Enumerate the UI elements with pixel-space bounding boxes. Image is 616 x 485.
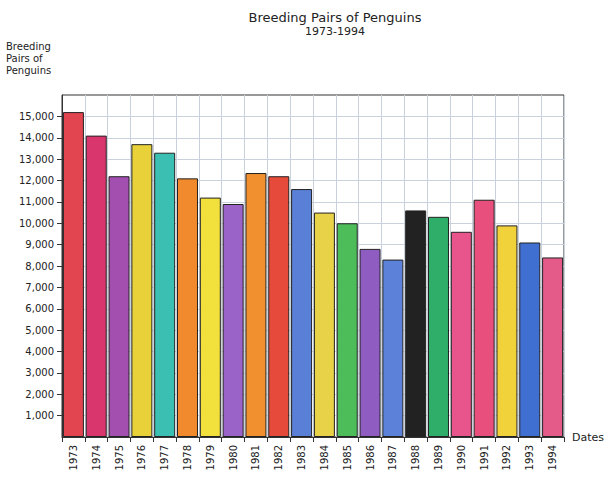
svg-text:1987: 1987 (387, 445, 398, 470)
svg-text:11,000: 11,000 (19, 196, 54, 207)
svg-text:10,000: 10,000 (19, 218, 54, 229)
svg-text:1992: 1992 (501, 445, 512, 470)
svg-text:5,000: 5,000 (25, 325, 54, 336)
svg-text:15,000: 15,000 (19, 111, 54, 122)
svg-text:14,000: 14,000 (19, 132, 54, 143)
svg-text:8,000: 8,000 (25, 261, 54, 272)
svg-text:Pairs of: Pairs of (6, 53, 43, 64)
svg-text:1985: 1985 (342, 445, 353, 470)
svg-text:1986: 1986 (365, 445, 376, 470)
svg-text:6,000: 6,000 (25, 303, 54, 314)
svg-text:2,000: 2,000 (25, 389, 54, 400)
svg-text:Dates: Dates (572, 431, 604, 444)
svg-text:1983: 1983 (296, 445, 307, 470)
svg-text:1982: 1982 (273, 445, 284, 470)
svg-text:1,000: 1,000 (25, 410, 54, 421)
svg-text:3,000: 3,000 (25, 367, 54, 378)
svg-text:1977: 1977 (159, 445, 170, 470)
svg-text:1993: 1993 (524, 445, 535, 470)
svg-text:1984: 1984 (319, 445, 330, 470)
svg-text:13,000: 13,000 (19, 154, 54, 165)
svg-text:1979: 1979 (205, 445, 216, 470)
svg-text:4,000: 4,000 (25, 346, 54, 357)
svg-text:1981: 1981 (250, 445, 261, 470)
svg-text:1976: 1976 (136, 445, 147, 470)
svg-text:Penguins: Penguins (6, 65, 51, 76)
svg-text:1973: 1973 (68, 445, 79, 470)
svg-text:1974: 1974 (91, 445, 102, 470)
svg-text:1990: 1990 (456, 445, 467, 470)
svg-text:1980: 1980 (228, 445, 239, 470)
svg-text:1975: 1975 (114, 445, 125, 470)
svg-text:1988: 1988 (410, 445, 421, 470)
svg-text:12,000: 12,000 (19, 175, 54, 186)
svg-text:9,000: 9,000 (25, 239, 54, 250)
svg-text:1994: 1994 (547, 445, 558, 470)
svg-text:1973-1994: 1973-1994 (305, 25, 365, 38)
svg-text:Breeding: Breeding (6, 41, 51, 52)
svg-text:1991: 1991 (479, 445, 490, 470)
svg-text:Breeding Pairs of Penguins: Breeding Pairs of Penguins (249, 10, 422, 25)
svg-text:1978: 1978 (182, 445, 193, 470)
svg-text:7,000: 7,000 (25, 282, 54, 293)
svg-text:1989: 1989 (433, 445, 444, 470)
